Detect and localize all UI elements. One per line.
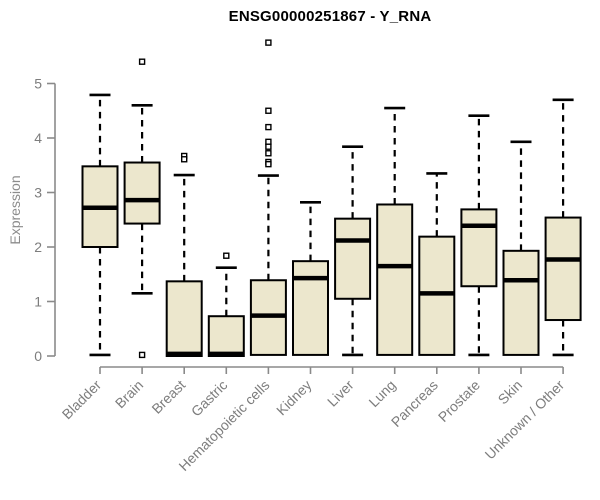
- outlier-point-hematopoietic-cells: [265, 39, 272, 46]
- x-tick-label-brain: Brain: [112, 377, 146, 411]
- x-tick-label-lung: Lung: [365, 377, 398, 410]
- y-tick-label-2: 2: [34, 239, 42, 255]
- x-tick-label-kidney: Kidney: [273, 377, 315, 419]
- x-tick-label-bladder: Bladder: [59, 377, 105, 423]
- x-tick-label-breast: Breast: [148, 377, 188, 417]
- outlier-point-gastric: [223, 252, 230, 259]
- y-tick-label-4: 4: [34, 130, 42, 146]
- box-skin: [502, 249, 540, 356]
- outlier-point-hematopoietic-cells: [265, 160, 272, 168]
- box-liver: [334, 217, 372, 300]
- x-tick-label-unknown-other: Unknown / Other: [482, 377, 568, 463]
- chart-title: ENSG00000251867 - Y_RNA: [228, 8, 432, 25]
- x-tick-label-prostate: Prostate: [435, 377, 483, 425]
- x-tick-label-skin: Skin: [495, 377, 526, 408]
- box-kidney: [292, 260, 329, 356]
- box-prostate: [460, 208, 498, 288]
- y-tick-label-3: 3: [34, 185, 42, 201]
- x-tick-label-liver: Liver: [324, 377, 357, 410]
- box-lung: [376, 203, 414, 356]
- box-brain: [123, 161, 161, 225]
- outlier-point-hematopoietic-cells: [265, 143, 272, 150]
- y-tick-label-5: 5: [34, 76, 42, 92]
- outlier-point-hematopoietic-cells: [265, 150, 272, 157]
- outlier-point-brain: [138, 351, 146, 359]
- outlier-point-brain: [138, 58, 146, 65]
- box-gastric: [207, 315, 245, 357]
- box-pancreas: [418, 235, 456, 356]
- outlier-point-hematopoietic-cells: [265, 123, 272, 131]
- outlier-point-breast: [180, 156, 188, 163]
- box-unknown-other: [544, 216, 582, 322]
- y-tick-label-0: 0: [34, 348, 42, 364]
- y-tick-label-1: 1: [34, 294, 42, 310]
- outlier-point-hematopoietic-cells: [265, 107, 272, 114]
- box-breast: [165, 280, 203, 357]
- x-tick-label-pancreas: Pancreas: [388, 377, 441, 430]
